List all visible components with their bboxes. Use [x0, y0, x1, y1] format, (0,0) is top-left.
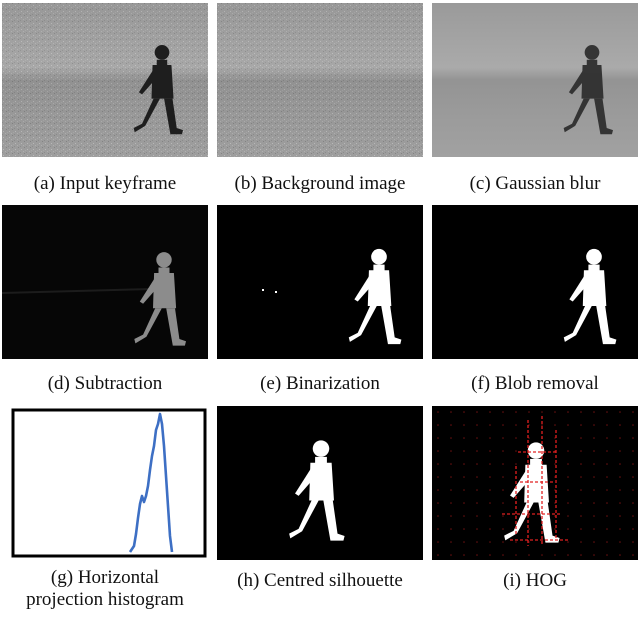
centred-silhouette-image [217, 406, 423, 560]
caption-b: (b) Background image [234, 173, 406, 194]
caption-g: (g) Horizontal projection histogram [2, 567, 208, 611]
subtraction-image [2, 205, 208, 359]
caption-g-line1: (g) Horizontal [50, 567, 160, 588]
caption-i: (i) HOG [503, 570, 567, 591]
input-keyframe-image [2, 3, 208, 157]
background-image [217, 3, 423, 157]
caption-e: (e) Binarization [260, 373, 380, 394]
caption-c: (c) Gaussian blur [469, 173, 601, 194]
histogram-curve [128, 412, 174, 553]
blob-removal-image [432, 205, 638, 359]
caption-f: (f) Blob removal [471, 373, 599, 394]
horizontal-projection-histogram [2, 406, 208, 560]
hog-image [432, 406, 638, 560]
caption-a: (a) Input keyframe [33, 173, 177, 194]
caption-g-line2: projection histogram [26, 589, 184, 610]
gaussian-blur-image [432, 3, 638, 157]
caption-d: (d) Subtraction [47, 373, 163, 394]
caption-h: (h) Centred silhouette [237, 570, 403, 591]
binarization-image [217, 205, 423, 359]
